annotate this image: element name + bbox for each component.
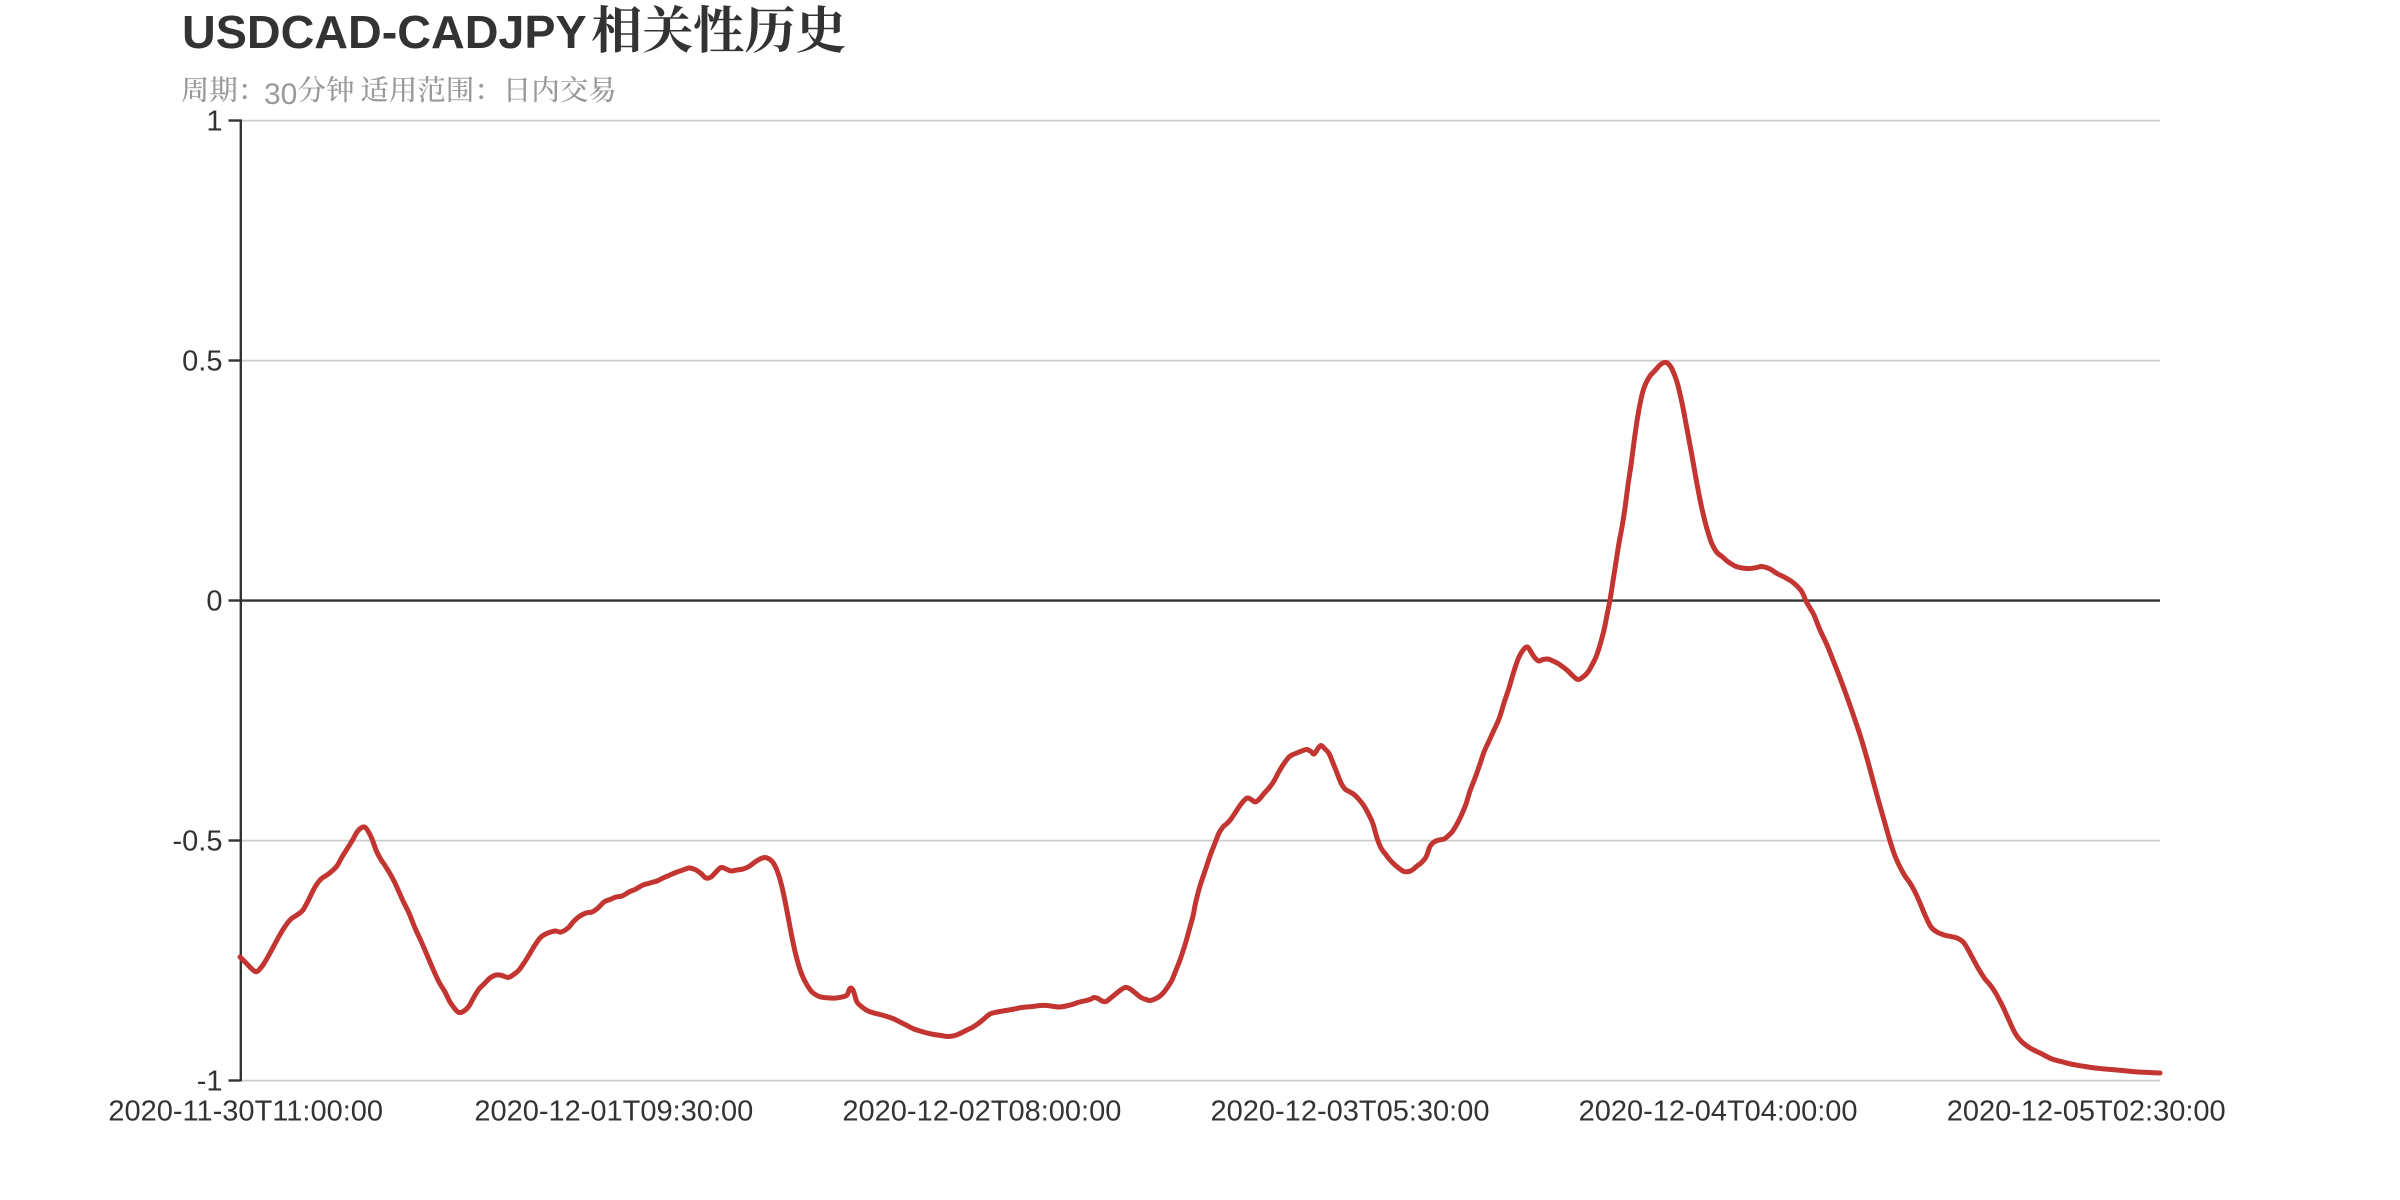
svg-text:2020-12-05T02:30:00: 2020-12-05T02:30:00	[1947, 1096, 2226, 1128]
svg-text:2020-12-04T04:00:00: 2020-12-04T04:00:00	[1579, 1096, 1858, 1128]
svg-text:0: 0	[206, 586, 222, 618]
svg-text:-0.5: -0.5	[173, 826, 223, 858]
svg-text:2020-12-02T08:00:00: 2020-12-02T08:00:00	[842, 1096, 1121, 1128]
svg-text:-1: -1	[197, 1066, 223, 1098]
svg-text:0.5: 0.5	[182, 346, 222, 378]
svg-text:2020-11-30T11:00:00: 2020-11-30T11:00:00	[108, 1096, 383, 1128]
svg-text:1: 1	[206, 106, 222, 138]
svg-text:2020-12-01T09:30:00: 2020-12-01T09:30:00	[474, 1096, 753, 1128]
svg-text:USDCAD-CADJPY: USDCAD-CADJPY	[182, 6, 587, 58]
svg-text:30: 30	[264, 78, 297, 111]
svg-text:2020-12-03T05:30:00: 2020-12-03T05:30:00	[1211, 1096, 1490, 1128]
